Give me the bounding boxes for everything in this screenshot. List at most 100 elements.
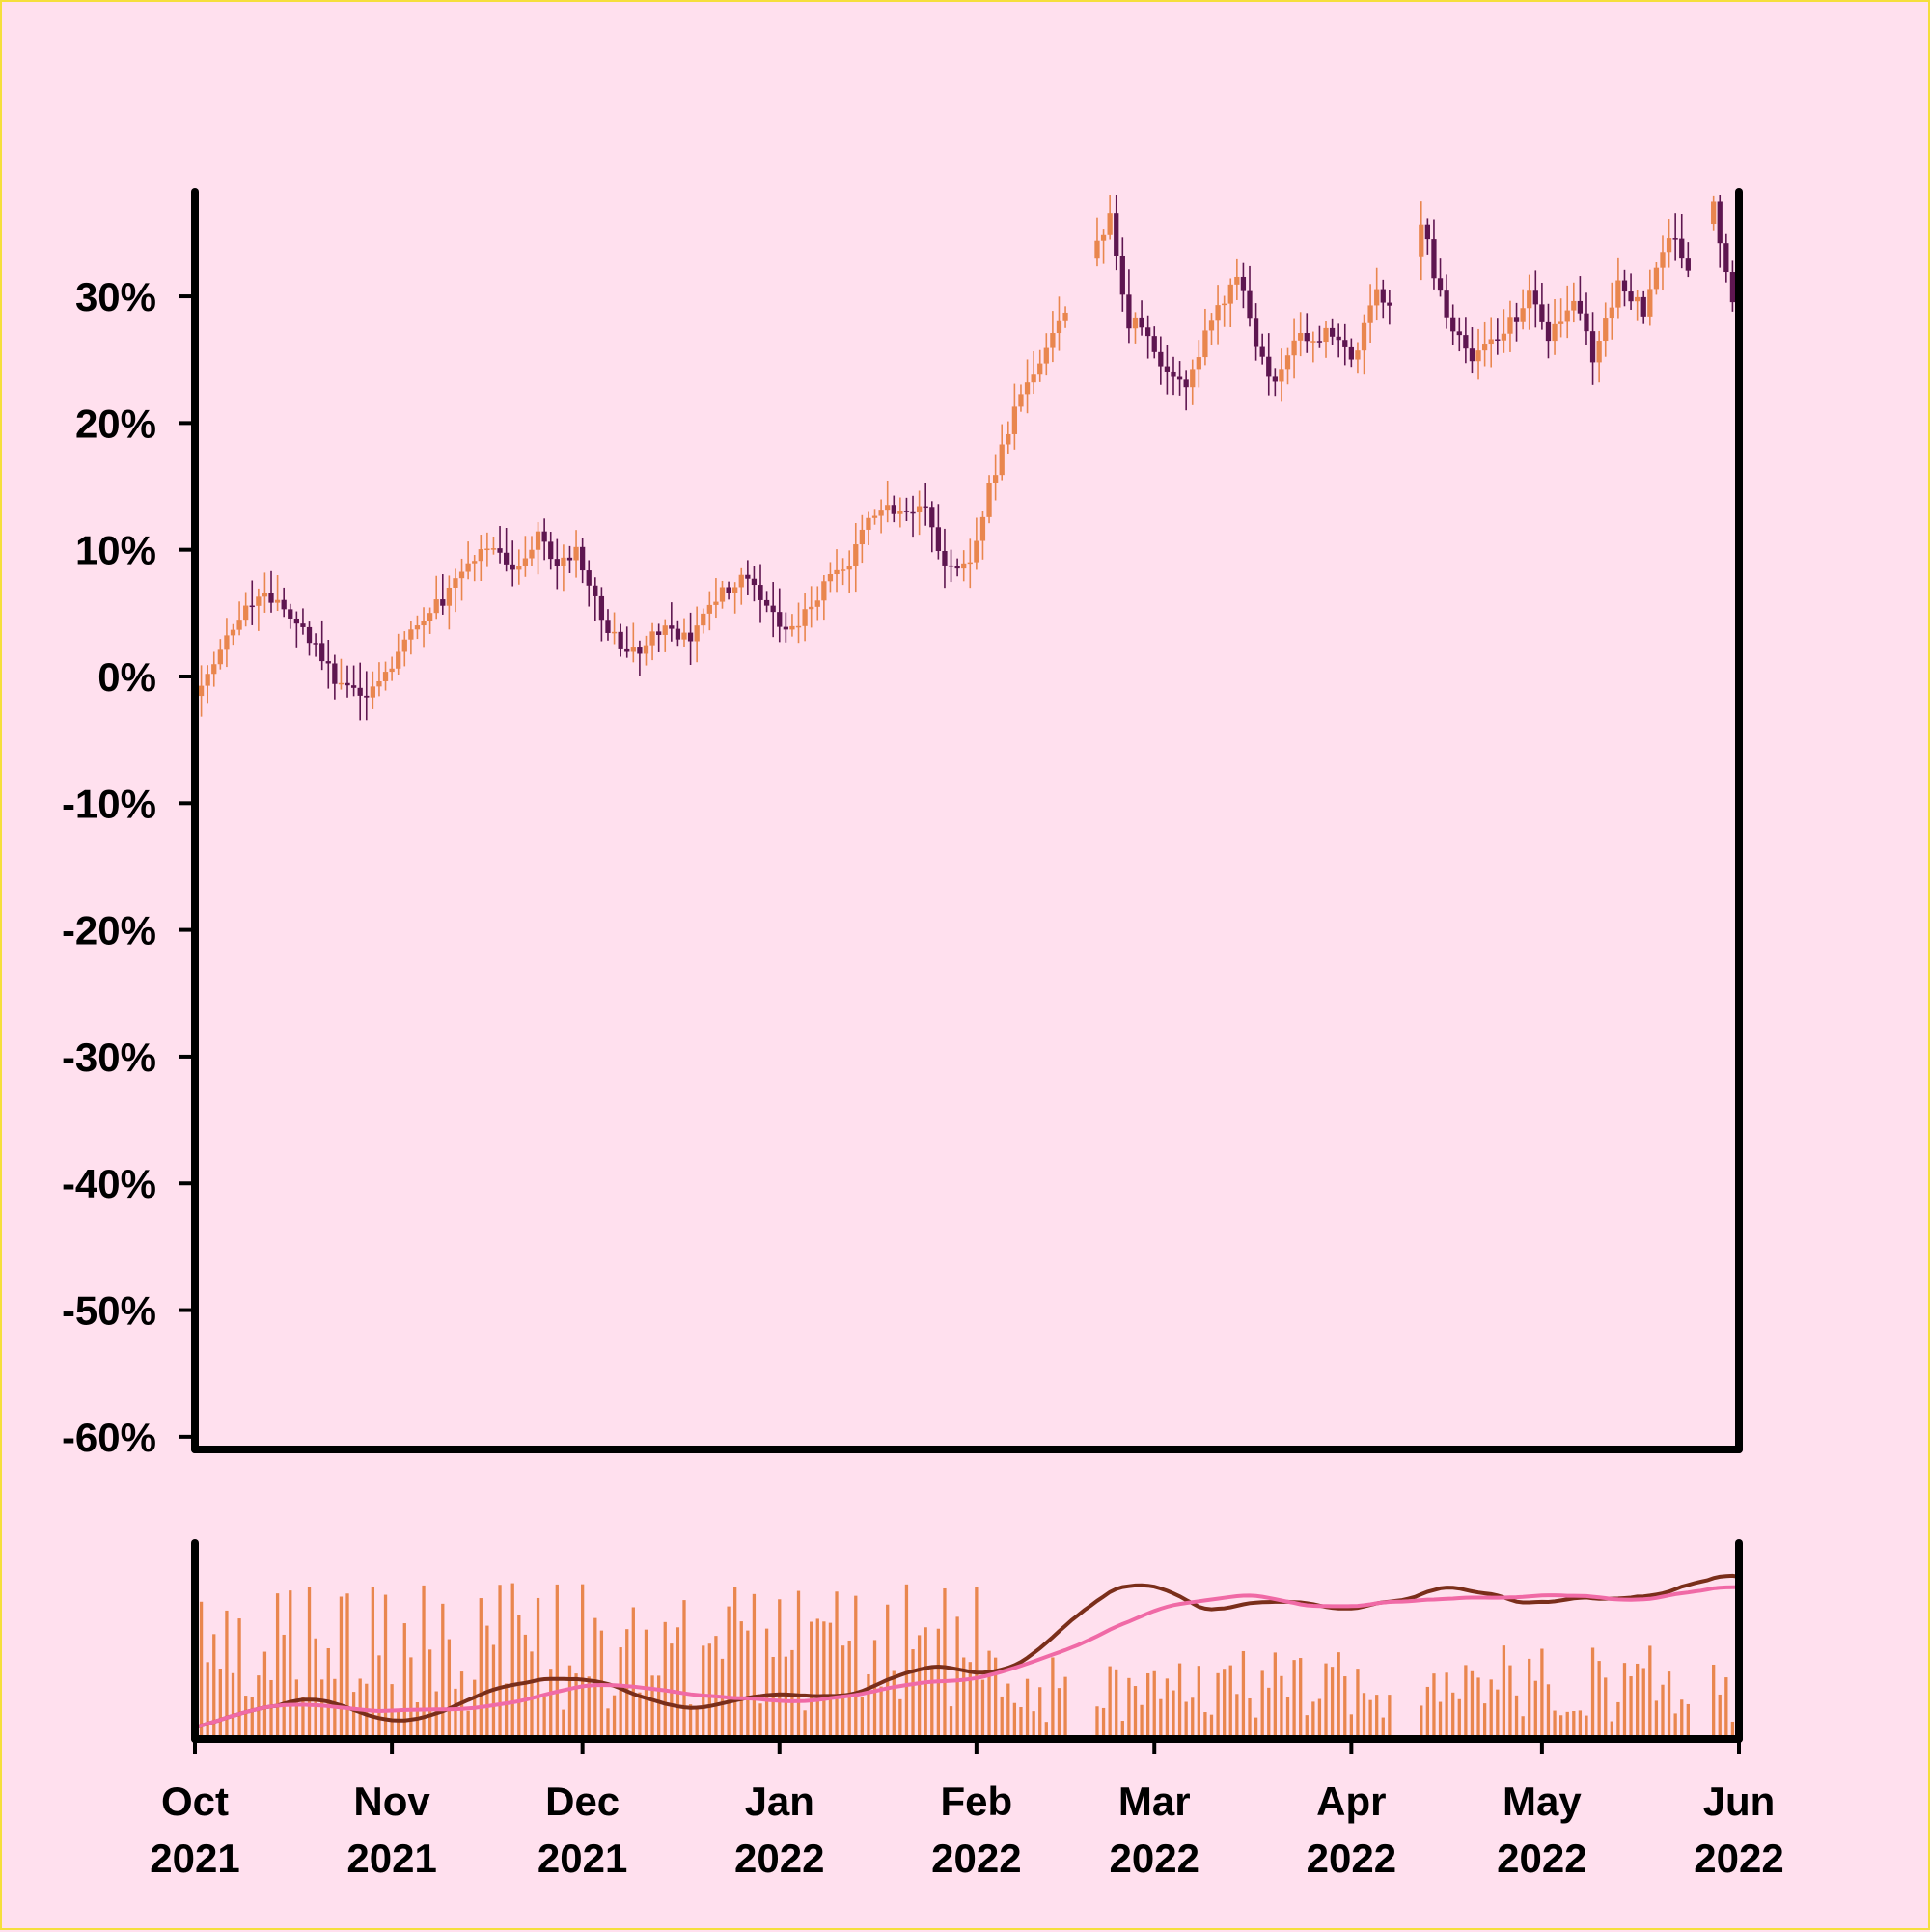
- volume-bar: [917, 1635, 922, 1739]
- candle: [1247, 265, 1253, 327]
- candle-body: [1050, 333, 1056, 348]
- candle-body: [1291, 340, 1297, 356]
- volume-bar: [1133, 1686, 1138, 1739]
- candle: [1387, 290, 1392, 325]
- candle: [986, 475, 992, 524]
- volume-bar: [199, 1601, 204, 1739]
- candle-body: [1615, 280, 1621, 308]
- candle-body: [1266, 356, 1272, 377]
- candle-body: [598, 595, 605, 621]
- volume-bar: [517, 1615, 521, 1739]
- candle: [809, 586, 814, 628]
- candle-body: [809, 606, 814, 610]
- volume-bar: [1667, 1671, 1671, 1739]
- candle: [1444, 274, 1449, 329]
- candle-body: [1564, 310, 1570, 322]
- candle: [288, 603, 293, 629]
- candle: [789, 614, 795, 637]
- volume-bar: [1108, 1666, 1112, 1739]
- candle-body: [236, 620, 242, 630]
- candle: [1227, 278, 1233, 328]
- candle: [1151, 326, 1157, 359]
- candle-body: [669, 625, 675, 629]
- candle: [1310, 331, 1316, 363]
- volume-bar: [1012, 1702, 1017, 1739]
- candle-body: [1444, 290, 1449, 318]
- candle-body: [1558, 321, 1564, 324]
- volume-bar: [860, 1697, 865, 1739]
- volume-bar: [1120, 1721, 1124, 1739]
- volume-bar: [1457, 1698, 1461, 1739]
- volume-bar: [415, 1702, 420, 1739]
- candle-body: [866, 517, 871, 530]
- candle-body: [1685, 258, 1691, 271]
- candle: [706, 591, 712, 631]
- candle: [198, 665, 205, 717]
- volume-bar: [427, 1649, 432, 1739]
- candle-body: [548, 541, 554, 560]
- candle: [382, 661, 389, 691]
- volume-bar: [1095, 1706, 1099, 1739]
- candle-body: [1253, 318, 1259, 347]
- candle: [866, 511, 871, 545]
- candle-body: [1310, 341, 1316, 343]
- volume-bar: [638, 1692, 642, 1739]
- volume-bar: [962, 1657, 966, 1739]
- candle-body: [935, 527, 942, 551]
- volume-bar: [1597, 1661, 1601, 1739]
- candle: [840, 558, 846, 586]
- candle-body: [656, 631, 662, 635]
- candle-body: [1227, 284, 1233, 304]
- candle-body: [1259, 346, 1265, 357]
- candle: [401, 631, 407, 667]
- volume-bar: [1654, 1700, 1659, 1739]
- candle: [1329, 318, 1336, 345]
- candle: [1050, 311, 1056, 363]
- candle-body: [732, 587, 738, 593]
- volume-bar: [1590, 1647, 1595, 1739]
- volume-bar: [1540, 1648, 1544, 1739]
- volume-bar: [409, 1657, 413, 1739]
- volume-bar: [574, 1673, 578, 1739]
- candle: [281, 587, 287, 618]
- candle-body: [846, 566, 852, 570]
- volume-bar: [1553, 1710, 1557, 1739]
- volume-bar: [1464, 1665, 1468, 1739]
- volume-bar: [549, 1669, 553, 1739]
- candle: [948, 549, 954, 583]
- candle-body: [1100, 234, 1107, 241]
- volume-bar: [562, 1709, 565, 1739]
- candle-body: [293, 618, 299, 624]
- volume-bar: [1470, 1670, 1475, 1739]
- candle: [1717, 195, 1723, 268]
- candle: [687, 612, 694, 665]
- volume-bar: [1044, 1722, 1048, 1739]
- candle-body: [1501, 333, 1507, 341]
- candle-body: [1527, 290, 1532, 309]
- candle: [325, 640, 331, 689]
- candle: [903, 497, 910, 522]
- candle-body: [465, 563, 471, 572]
- candle: [859, 514, 865, 564]
- volume-bar: [1680, 1699, 1684, 1739]
- candle: [1006, 421, 1011, 454]
- x-tick-label-month: Feb: [941, 1779, 1013, 1824]
- candle: [389, 656, 395, 681]
- candle-body: [262, 593, 268, 597]
- candle-body: [586, 570, 592, 586]
- volume-bar: [930, 1665, 934, 1739]
- candle-body: [891, 505, 896, 514]
- candle: [1291, 318, 1297, 379]
- volume-bar: [542, 1697, 546, 1739]
- volume-bar: [1724, 1677, 1728, 1739]
- candle-body: [580, 546, 586, 571]
- candle: [1653, 262, 1660, 295]
- candle: [961, 550, 967, 582]
- candle: [1456, 317, 1462, 352]
- volume-bar: [530, 1651, 534, 1739]
- candle: [1558, 298, 1564, 338]
- candle-body: [224, 635, 230, 650]
- volume-bar: [892, 1670, 896, 1739]
- volume-bar: [1311, 1701, 1315, 1739]
- volume-panel: [195, 1573, 1739, 1739]
